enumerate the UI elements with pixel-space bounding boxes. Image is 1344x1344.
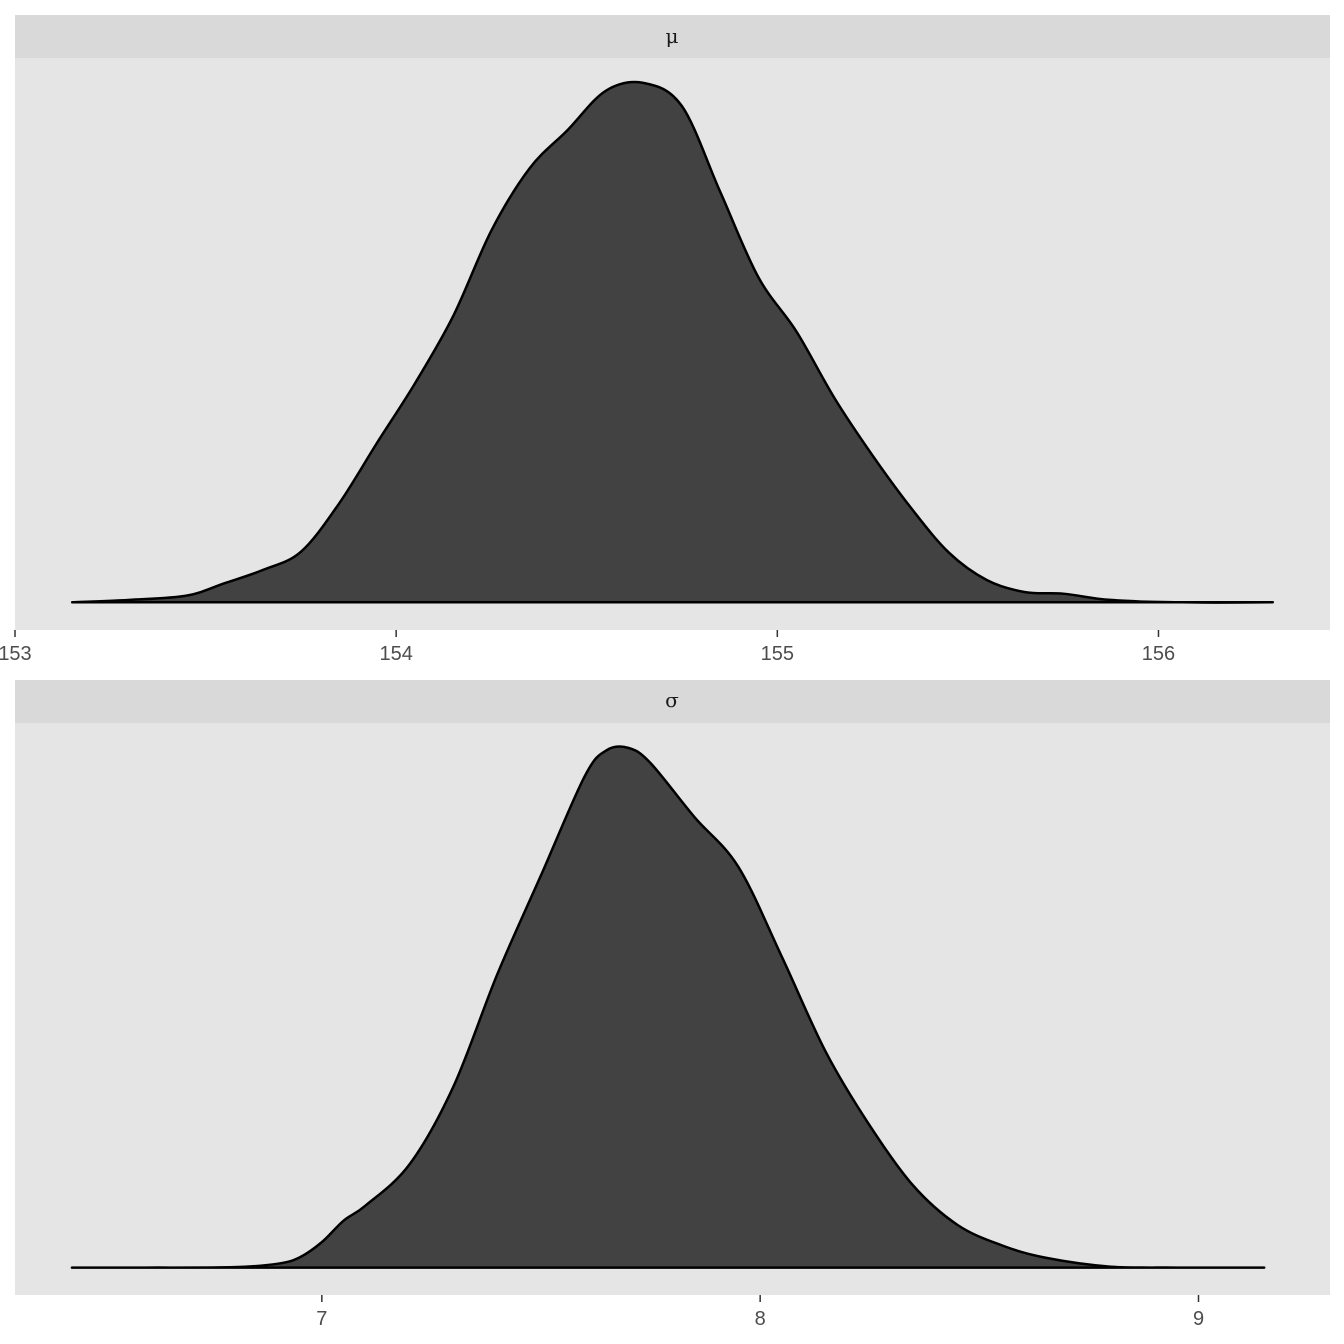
x-tick-label-sigma: 9 (1193, 1308, 1204, 1330)
strip-mu (15, 15, 1330, 58)
x-axis-mu: 153 154 155 156 (0, 630, 1175, 665)
x-axis-sigma: 7 8 9 (316, 1295, 1204, 1330)
strip-sigma (15, 680, 1330, 723)
x-tick-label-sigma: 7 (316, 1308, 327, 1330)
x-tick-label-mu: 153 (0, 643, 32, 665)
strip-label-sigma: σ (665, 688, 679, 712)
facet-panel-sigma: σ 7 8 9 (15, 680, 1330, 1330)
x-tick-label-mu: 154 (379, 643, 412, 665)
facet-panel-mu: μ 153 154 155 156 (0, 15, 1330, 665)
density-area-mu (70, 80, 1275, 604)
density-area-sigma (70, 745, 1266, 1269)
x-tick-label-sigma: 8 (755, 1308, 766, 1330)
strip-label-mu: μ (666, 24, 679, 48)
x-tick-label-mu: 156 (1142, 643, 1175, 665)
x-tick-label-mu: 155 (761, 643, 794, 665)
